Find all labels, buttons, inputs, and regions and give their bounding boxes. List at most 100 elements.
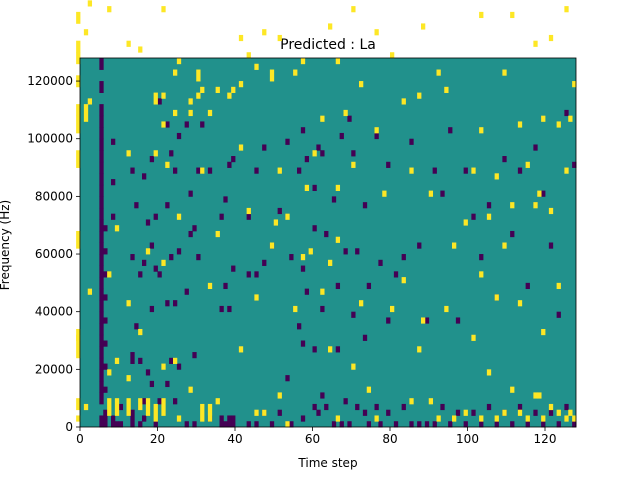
heatmap-cell-low xyxy=(99,300,104,313)
heatmap-cell-high xyxy=(161,121,166,128)
heatmap-cell-high xyxy=(277,392,282,399)
heatmap-cell-high xyxy=(308,248,313,255)
heatmap-cell-high xyxy=(293,305,298,313)
heatmap-cell-low xyxy=(432,421,437,428)
heatmap-cell-low xyxy=(351,311,356,318)
heatmap-cell-low xyxy=(192,225,197,232)
heatmap-cell-low xyxy=(285,138,290,145)
heatmap-cell-high xyxy=(126,40,131,47)
heatmap-cell-low xyxy=(320,150,325,157)
heatmap-cell-low xyxy=(347,115,352,122)
heatmap-cell-high xyxy=(479,271,484,278)
heatmap-cell-high xyxy=(494,294,499,301)
heatmap-cell-high xyxy=(548,34,554,42)
heatmap-cell-low xyxy=(99,242,104,255)
heatmap-cell-low xyxy=(320,305,325,313)
heatmap-cell-high xyxy=(463,219,468,226)
x-tick-label: 20 xyxy=(150,432,165,446)
heatmap-cell-low xyxy=(169,254,174,261)
heatmap-cell-high xyxy=(76,11,81,24)
heatmap-cell-high xyxy=(428,398,434,405)
heatmap-cell-high xyxy=(479,11,484,19)
heatmap-cell-low xyxy=(312,346,317,353)
heatmap-cell-low xyxy=(138,357,143,364)
heatmap-cell-high xyxy=(126,398,131,416)
heatmap-cell-low xyxy=(165,121,170,128)
heatmap-cell-low xyxy=(111,179,116,186)
heatmap-cell-low xyxy=(572,421,577,428)
heatmap-cell-high xyxy=(83,29,89,36)
heatmap-cell-low xyxy=(227,305,232,313)
heatmap-cell-low xyxy=(335,346,341,353)
heatmap-cell-low xyxy=(502,156,507,163)
heatmap-cell-low xyxy=(231,415,236,428)
heatmap-cell-high xyxy=(351,6,356,13)
heatmap-cell-high xyxy=(126,375,131,382)
heatmap-cell-high xyxy=(114,398,120,416)
heatmap-cell-high xyxy=(541,328,546,336)
heatmap-cell-low xyxy=(153,421,158,428)
heatmap-cell-low xyxy=(312,225,317,232)
heatmap-cell-low xyxy=(130,409,135,428)
heatmap-cell-low xyxy=(297,167,302,174)
heatmap-cell-low xyxy=(525,421,530,428)
heatmap-cell-low xyxy=(320,392,325,399)
x-tick-label: 120 xyxy=(534,432,557,446)
heatmap-cell-low xyxy=(176,363,182,370)
heatmap-cell-high xyxy=(382,190,387,197)
heatmap-cell-low xyxy=(99,81,104,93)
heatmap-cell-low xyxy=(572,161,577,168)
heatmap-cell-low xyxy=(525,282,530,290)
heatmap-cell-high xyxy=(564,6,569,13)
heatmap-cell-low xyxy=(227,415,232,428)
heatmap-cell-high xyxy=(207,109,213,117)
heatmap-cell-low xyxy=(103,363,108,370)
heatmap-cell-high xyxy=(510,202,515,209)
heatmap-cell-high xyxy=(479,415,484,422)
heatmap-cell-high xyxy=(572,81,577,88)
heatmap-cell-high xyxy=(161,6,166,13)
heatmap-cell-low xyxy=(401,254,406,261)
plot-area xyxy=(76,0,577,428)
heatmap-cell-high xyxy=(568,409,573,416)
heatmap-cell-low xyxy=(103,248,108,255)
heatmap-cell-low xyxy=(424,421,430,428)
heatmap-cell-high xyxy=(335,58,341,65)
x-tick-label: 40 xyxy=(227,432,242,446)
heatmap-cell-low xyxy=(339,421,344,428)
heatmap-cell-high xyxy=(114,357,120,364)
heatmap-cell-high xyxy=(517,121,523,128)
heatmap-cell-high xyxy=(533,392,538,399)
heatmap-cell-high xyxy=(401,277,406,284)
heatmap-cell-low xyxy=(103,386,108,393)
heatmap-cell-high xyxy=(254,294,259,301)
heatmap-cell-low xyxy=(169,357,174,364)
y-tick-label: 80000 xyxy=(35,189,73,203)
heatmap-cell-low xyxy=(424,317,430,324)
heatmap-cell-high xyxy=(390,305,395,313)
heatmap-cell-low xyxy=(184,121,189,128)
heatmap-cell-low xyxy=(231,265,236,272)
heatmap-cell-low xyxy=(409,421,414,428)
heatmap-cell-high xyxy=(494,415,499,422)
heatmap-cell-high xyxy=(471,334,476,341)
heatmap-cell-high xyxy=(421,23,426,30)
heatmap-cell-low xyxy=(111,415,116,428)
heatmap-cell-low xyxy=(99,184,104,197)
heatmap-cell-low xyxy=(486,403,492,411)
heatmap-cell-high xyxy=(502,242,507,249)
heatmap-cell-low xyxy=(165,380,170,388)
x-tick-label: 80 xyxy=(382,432,397,446)
heatmap-cell-high xyxy=(76,230,81,249)
heatmap-background xyxy=(80,58,576,427)
heatmap-cell-high xyxy=(238,144,244,151)
heatmap-cell-high xyxy=(145,248,151,255)
heatmap-cell-low xyxy=(393,421,399,428)
y-tick-label: 60000 xyxy=(35,247,73,261)
heatmap-cell-low xyxy=(192,421,197,428)
heatmap-cell-high xyxy=(207,403,213,422)
heatmap-cell-high xyxy=(335,415,341,422)
heatmap-cell-low xyxy=(99,277,104,290)
heatmap-cell-high xyxy=(161,363,166,370)
